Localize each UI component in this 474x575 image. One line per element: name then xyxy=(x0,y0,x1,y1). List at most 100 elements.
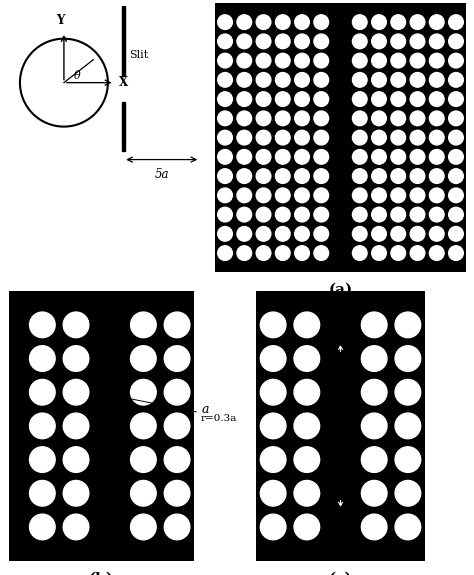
Circle shape xyxy=(63,481,89,506)
Circle shape xyxy=(410,34,425,49)
Text: θ: θ xyxy=(74,71,81,81)
Circle shape xyxy=(314,92,328,106)
Circle shape xyxy=(218,34,232,49)
Circle shape xyxy=(295,207,310,222)
Circle shape xyxy=(429,227,444,241)
Circle shape xyxy=(275,92,290,106)
Circle shape xyxy=(391,53,406,68)
Circle shape xyxy=(260,514,286,540)
Circle shape xyxy=(353,34,367,49)
Circle shape xyxy=(63,380,89,405)
Circle shape xyxy=(275,246,290,260)
Circle shape xyxy=(429,131,444,145)
Circle shape xyxy=(294,312,319,338)
Circle shape xyxy=(353,246,367,260)
Circle shape xyxy=(256,169,271,183)
Circle shape xyxy=(29,380,55,405)
Circle shape xyxy=(237,72,252,87)
Circle shape xyxy=(395,380,420,405)
Circle shape xyxy=(130,447,156,473)
Circle shape xyxy=(449,246,463,260)
Circle shape xyxy=(295,15,310,29)
Circle shape xyxy=(314,188,328,202)
Circle shape xyxy=(372,169,386,183)
Circle shape xyxy=(391,169,406,183)
Circle shape xyxy=(429,34,444,49)
Text: Y: Y xyxy=(56,14,65,26)
Circle shape xyxy=(361,380,387,405)
Circle shape xyxy=(256,111,271,126)
Circle shape xyxy=(429,246,444,260)
Circle shape xyxy=(410,188,425,202)
Circle shape xyxy=(314,72,328,87)
Circle shape xyxy=(275,131,290,145)
Circle shape xyxy=(372,246,386,260)
Circle shape xyxy=(361,312,387,338)
Circle shape xyxy=(256,150,271,164)
Circle shape xyxy=(391,207,406,222)
Circle shape xyxy=(395,346,420,371)
Circle shape xyxy=(164,380,190,405)
Circle shape xyxy=(256,246,271,260)
Circle shape xyxy=(295,53,310,68)
Circle shape xyxy=(314,131,328,145)
Circle shape xyxy=(218,72,232,87)
Circle shape xyxy=(391,246,406,260)
Circle shape xyxy=(410,150,425,164)
Circle shape xyxy=(218,150,232,164)
Circle shape xyxy=(314,150,328,164)
Circle shape xyxy=(449,15,463,29)
Circle shape xyxy=(372,53,386,68)
Bar xyxy=(122,6,125,76)
Circle shape xyxy=(294,413,319,439)
Circle shape xyxy=(294,346,319,371)
Circle shape xyxy=(429,169,444,183)
Circle shape xyxy=(218,246,232,260)
Circle shape xyxy=(130,346,156,371)
Circle shape xyxy=(410,246,425,260)
Circle shape xyxy=(260,312,286,338)
Circle shape xyxy=(314,246,328,260)
Circle shape xyxy=(256,227,271,241)
Bar xyxy=(122,102,125,151)
Circle shape xyxy=(29,447,55,473)
Circle shape xyxy=(361,413,387,439)
Circle shape xyxy=(314,207,328,222)
Circle shape xyxy=(237,53,252,68)
Circle shape xyxy=(260,481,286,506)
Circle shape xyxy=(218,53,232,68)
Text: a: a xyxy=(201,402,209,416)
Circle shape xyxy=(449,131,463,145)
Circle shape xyxy=(429,188,444,202)
Circle shape xyxy=(275,150,290,164)
Circle shape xyxy=(353,188,367,202)
Text: (c): (c) xyxy=(328,572,352,575)
Circle shape xyxy=(372,207,386,222)
Circle shape xyxy=(218,227,232,241)
Circle shape xyxy=(449,188,463,202)
Circle shape xyxy=(449,34,463,49)
Text: (b): (b) xyxy=(89,572,114,575)
Circle shape xyxy=(218,15,232,29)
Circle shape xyxy=(449,111,463,126)
Circle shape xyxy=(372,34,386,49)
Circle shape xyxy=(218,188,232,202)
Circle shape xyxy=(429,150,444,164)
Circle shape xyxy=(429,53,444,68)
Circle shape xyxy=(63,312,89,338)
Circle shape xyxy=(164,481,190,506)
Circle shape xyxy=(353,72,367,87)
Circle shape xyxy=(295,227,310,241)
Circle shape xyxy=(395,481,420,506)
Circle shape xyxy=(294,481,319,506)
Circle shape xyxy=(260,447,286,473)
Circle shape xyxy=(410,227,425,241)
Circle shape xyxy=(391,131,406,145)
Circle shape xyxy=(410,169,425,183)
Circle shape xyxy=(130,380,156,405)
Circle shape xyxy=(130,514,156,540)
Circle shape xyxy=(449,150,463,164)
Circle shape xyxy=(275,169,290,183)
Circle shape xyxy=(275,207,290,222)
Circle shape xyxy=(353,150,367,164)
